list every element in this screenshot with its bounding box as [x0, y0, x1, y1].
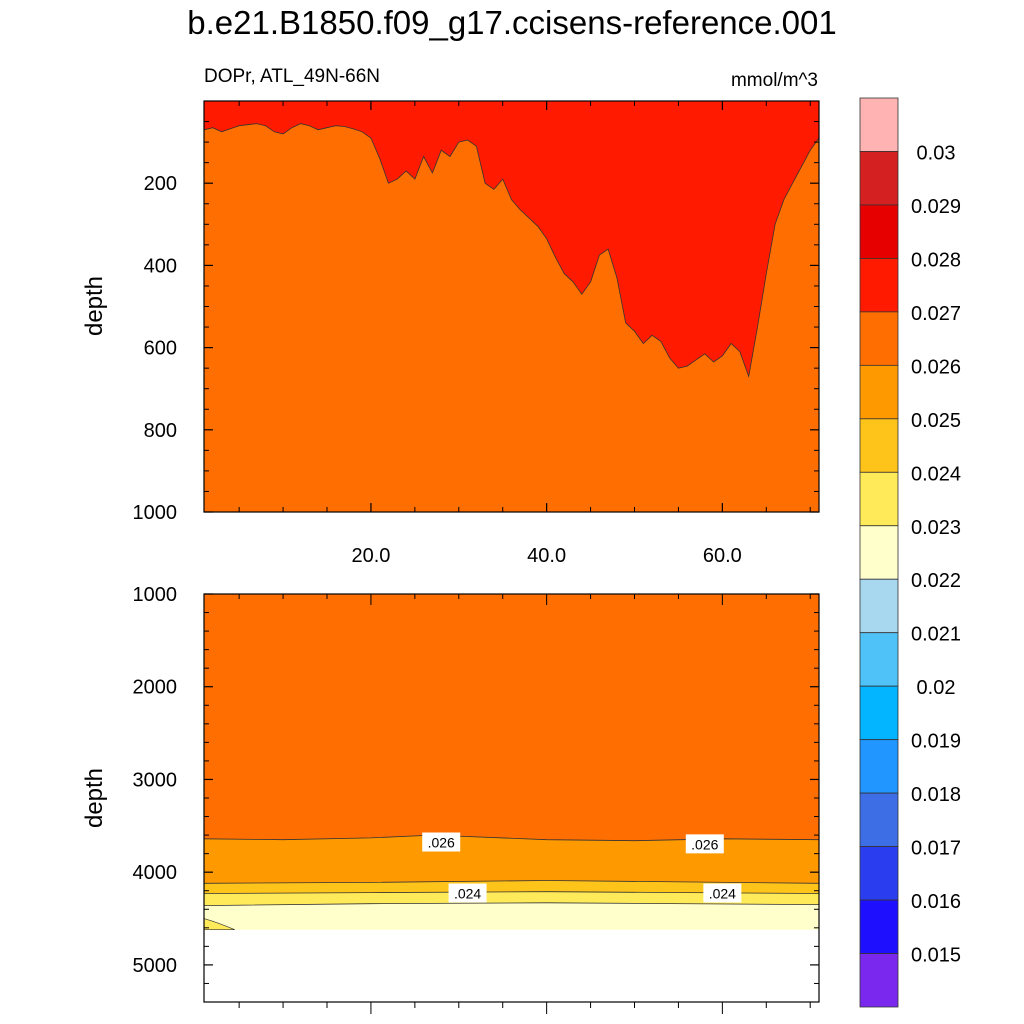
colorbar-swatch [859, 151, 899, 206]
x-tick-label: 40.0 [527, 545, 566, 567]
layer-0p024-0p025 [204, 880, 819, 894]
lower-panel: .026 .026 .024 .024 1000 2000 3000 4000 5000 de… [81, 584, 820, 1014]
colorbar-swatch [859, 525, 899, 580]
colorbar-label: 0.029 [911, 196, 961, 218]
lower-plot-area: .026 .026 .024 .024 [203, 593, 820, 1003]
x-tick-label: 60.0 [703, 545, 742, 567]
colorbar-swatch [859, 846, 899, 901]
colorbar-label: 0.019 [911, 731, 961, 753]
yellow-corner-region [203, 918, 235, 930]
contour-label: .024 [703, 883, 742, 903]
colorbar-label: 0.024 [911, 463, 961, 485]
colorbar-label: 0.03 [917, 142, 956, 164]
upper-plot-area [203, 100, 820, 513]
colorbar-label: 0.023 [911, 517, 961, 539]
contour-label-text: .026 [691, 836, 718, 852]
lower-y-tick-label: 5000 [133, 955, 178, 977]
colorbar-label: 0.016 [911, 891, 961, 913]
upper-y-tick-label: 200 [144, 173, 177, 195]
lower-y-tick-label: 4000 [133, 862, 178, 884]
colorbar-swatch [859, 953, 899, 1008]
units-label: mmol/m^3 [731, 70, 818, 91]
lower-y-axis-title: depth [81, 768, 108, 828]
lower-y-tick-label: 1000 [133, 584, 178, 606]
colorbar-swatch [859, 364, 899, 420]
colorbar-swatch [859, 418, 899, 473]
colorbar-swatch [859, 792, 899, 847]
contour-label: .024 [448, 883, 487, 903]
lower-y-tick-label: 3000 [133, 769, 178, 791]
variable-label: DOPr, ATL_49N-66N [204, 66, 380, 87]
layer-0p027-0p028 [204, 101, 819, 377]
contour-label-text: .024 [709, 886, 736, 902]
layer-0p025-0p026 [204, 835, 819, 884]
contour-0p025 [203, 880, 820, 884]
colorbar-swatch [859, 258, 899, 313]
x-tick-label: 20.0 [351, 545, 390, 567]
contour-label: .026 [422, 832, 461, 852]
page-title: b.e21.B1850.f09_g17.ccisens-reference.00… [187, 4, 837, 41]
colorbar-label: 0.028 [911, 249, 961, 271]
lower-y-tick-label: 2000 [133, 677, 178, 699]
colorbar-swatch [859, 632, 899, 687]
upper-y-tick-label: 800 [144, 420, 177, 442]
contour-label-text: .026 [428, 835, 455, 851]
colorbar-label: 0.018 [911, 784, 961, 806]
colorbar-swatch [859, 471, 899, 527]
upper-y-axis-title: depth [81, 276, 108, 336]
colorbar-swatch [859, 685, 899, 741]
layer-0p022-0p023 [204, 902, 819, 930]
layer-0p026-0p027 [204, 594, 819, 841]
upper-ticks: 200 400 600 800 1000 20.0 40.0 60.0 [133, 101, 819, 567]
colorbar-swatch [859, 204, 899, 259]
upper-y-tick-label: 1000 [133, 502, 178, 524]
colorbar-label: 0.022 [911, 570, 961, 592]
colorbar-label: 0.025 [911, 410, 961, 432]
colorbar-swatch [859, 311, 899, 366]
upper-panel: 200 400 600 800 1000 20.0 40.0 60.0 DOPr, ATL_4… [81, 66, 820, 567]
lower-ticks: 1000 2000 3000 4000 5000 [133, 584, 819, 1014]
colorbar-label: 0.026 [911, 356, 961, 378]
contour-0p023 [203, 902, 820, 906]
contour-0p027 [203, 123, 820, 378]
contour-label-text: .024 [454, 886, 481, 902]
colorbar-swatch [859, 97, 899, 152]
layer-0p023-0p024 [204, 891, 819, 906]
colorbar-swatch [859, 899, 899, 954]
colorbar-swatch [859, 578, 899, 634]
colorbar-label: 0.017 [911, 838, 961, 860]
colorbar-label: 0.02 [917, 677, 956, 699]
colorbar-label: 0.021 [911, 624, 961, 646]
colorbar-swatch [859, 739, 899, 794]
colorbar-legend: 0.015 0.016 0.017 0.018 0.019 0.02 0.021 0.022 0… [859, 97, 961, 1008]
colorbar-label: 0.027 [911, 303, 961, 325]
colorbar-label: 0.015 [911, 945, 961, 967]
contour-label: .026 [685, 834, 724, 854]
upper-y-tick-label: 600 [144, 338, 177, 360]
upper-y-tick-label: 400 [144, 255, 177, 277]
